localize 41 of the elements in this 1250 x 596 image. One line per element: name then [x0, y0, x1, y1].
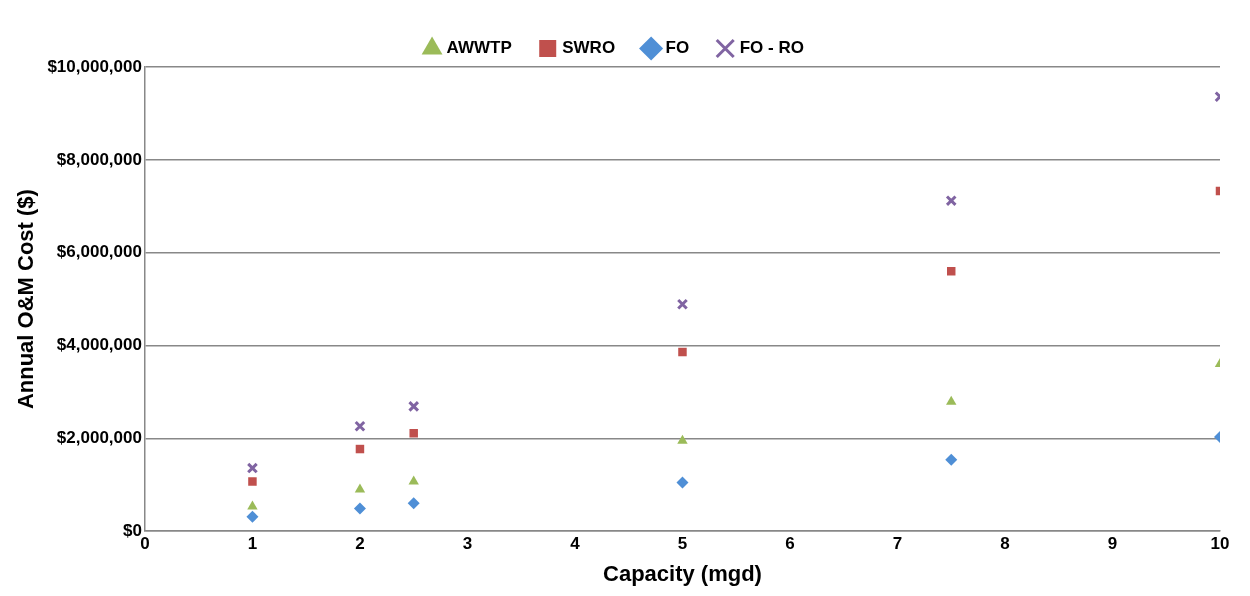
x-axis-title: Capacity (mgd): [603, 560, 762, 586]
x-tick-label: 2: [355, 534, 365, 554]
point: [409, 429, 418, 438]
x-tick-label: 6: [785, 534, 795, 554]
y-tick-label: $8,000,000: [56, 149, 142, 169]
point: [354, 483, 366, 493]
point: [676, 476, 689, 489]
point: [354, 420, 366, 433]
y-tick-label: $2,000,000: [56, 428, 142, 448]
point: [946, 395, 957, 405]
point: [945, 453, 958, 466]
x-tick-label: 0: [140, 534, 150, 554]
x-tick-label: 9: [1107, 534, 1118, 554]
y-tick-label: $10,000,000: [47, 56, 142, 76]
x-tick-label: 4: [570, 534, 581, 554]
point: [246, 510, 259, 523]
point: [676, 298, 689, 310]
point: [945, 194, 957, 207]
y-tick-label: $4,000,000: [56, 335, 142, 355]
point: [407, 400, 420, 413]
point: [248, 477, 257, 486]
point: [677, 434, 688, 444]
point: [247, 500, 258, 510]
point: [246, 462, 259, 474]
x-tick-label: 3: [462, 534, 473, 554]
legend-label: SWRO: [562, 38, 616, 58]
y-tick-label: $0: [123, 520, 142, 540]
legend-label: FO: [665, 38, 690, 58]
point: [407, 497, 420, 510]
y-tick-label: $6,000,000: [56, 242, 142, 262]
point: [353, 502, 366, 515]
legend-label: FO - RO: [739, 38, 804, 58]
x-tick-label: 5: [677, 534, 688, 554]
x-tick-label: 1: [247, 534, 258, 554]
x-tick-label: 7: [892, 534, 903, 554]
x-tick-label: 10: [1210, 534, 1230, 554]
y-axis-title: Annual O&M Cost ($): [13, 189, 39, 410]
legend-label: AWWTP: [446, 38, 512, 58]
point: [678, 347, 687, 357]
x-tick-label: 8: [1000, 534, 1010, 554]
point: [408, 475, 419, 485]
